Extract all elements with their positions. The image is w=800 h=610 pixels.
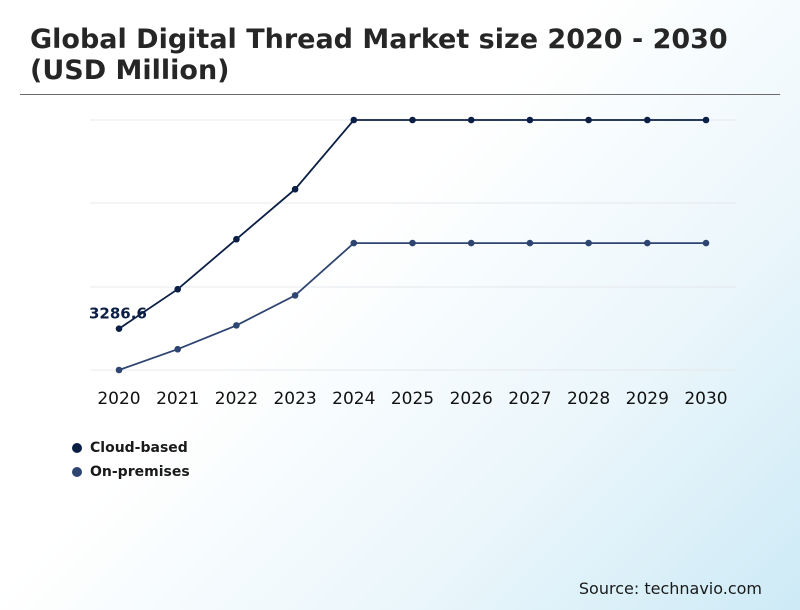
data-point-cloud-based-2023[interactable] [291,185,299,193]
legend-label-cloud-based: Cloud-based [90,440,188,456]
data-point-cloud-based-2024[interactable] [350,116,358,124]
legend-marker-cloud-based [72,443,82,453]
data-point-cloud-based-2030[interactable] [702,116,710,124]
data-point-on-premises-2023[interactable] [291,292,299,299]
data-point-cloud-based-2025[interactable] [409,116,416,124]
x-axis-tick-labels: 2020 2021 2022 2023 2024 2025 2026 2027 2028 2029… [97,389,727,409]
legend-item-on-premises[interactable]: On-premises [72,460,190,484]
title-divider [20,94,780,95]
data-point-cloud-based-2026[interactable] [467,116,475,124]
x-tick-label: 2027 [508,389,551,409]
legend: Cloud-based On-premises [72,436,190,484]
series-line-on-premises [118,242,706,371]
data-point-on-premises-2024[interactable] [350,239,358,247]
data-point-on-premises-2021[interactable] [174,345,181,353]
x-tick-label: 2026 [450,389,493,409]
data-point-on-premises-2020[interactable] [115,366,123,374]
data-label: 3286.6 [89,305,147,323]
data-point-on-premises-2030[interactable] [702,239,710,247]
data-point-cloud-based-2027[interactable] [526,116,534,124]
chart-title: Global Digital Thread Market size 2020 -… [30,24,728,86]
legend-label-on-premises: On-premises [90,464,190,480]
data-point-on-premises-2028[interactable] [585,239,592,247]
x-tick-label: 2028 [567,389,610,409]
data-point-cloud-based-2028[interactable] [585,116,592,124]
legend-item-cloud-based[interactable]: Cloud-based [72,436,190,460]
series-line-cloud-based [118,119,706,330]
source-credit: Source: technavio.com [578,579,762,598]
x-tick-label: 2020 [97,389,140,409]
x-tick-label: 2022 [215,389,258,409]
legend-marker-on-premises [72,467,82,477]
data-point-on-premises-2026[interactable] [467,239,475,247]
x-tick-label: 2030 [684,389,727,409]
data-point-on-premises-2027[interactable] [526,239,534,247]
x-tick-label: 2024 [332,389,375,409]
x-tick-label: 2025 [391,389,434,409]
data-labels: 3286.6 [89,305,147,323]
data-point-on-premises-2029[interactable] [644,239,651,247]
x-tick-label: 2023 [273,389,316,409]
data-point-cloud-based-2021[interactable] [174,285,181,293]
data-point-cloud-based-2022[interactable] [233,235,240,243]
series-lines [115,116,710,374]
x-tick-label: 2021 [156,389,199,409]
x-tick-label: 2029 [626,389,669,409]
data-point-cloud-based-2029[interactable] [644,116,651,124]
data-point-on-premises-2022[interactable] [233,322,240,329]
data-point-cloud-based-2020[interactable] [115,325,123,333]
data-point-on-premises-2025[interactable] [409,239,416,247]
